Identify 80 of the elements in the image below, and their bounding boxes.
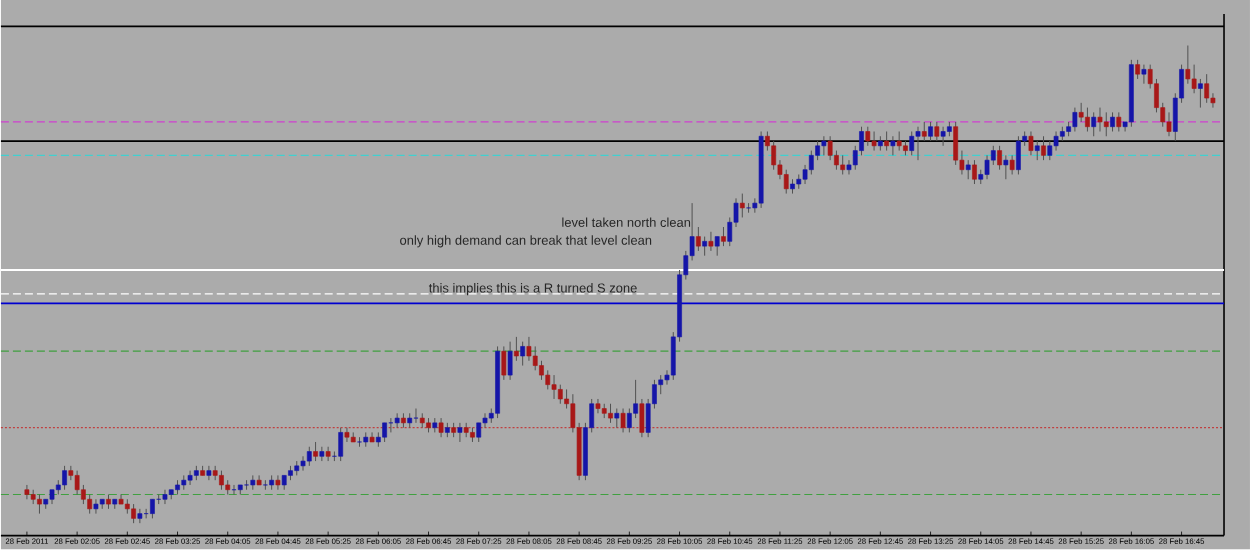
candlestick xyxy=(162,488,168,505)
candlestick xyxy=(1097,106,1103,132)
candlestick xyxy=(1141,63,1147,84)
candlestick xyxy=(1091,111,1097,137)
candlestick xyxy=(614,407,620,428)
candlestick xyxy=(206,465,212,481)
candlestick xyxy=(909,130,915,156)
candlestick xyxy=(457,422,463,443)
candlestick xyxy=(1028,130,1034,156)
candlestick xyxy=(896,130,902,151)
candlestick xyxy=(551,374,557,400)
candlestick xyxy=(865,125,871,147)
candlestick xyxy=(93,498,99,514)
candlestick xyxy=(256,474,262,486)
candlestick xyxy=(187,469,193,486)
candlestick xyxy=(1009,154,1015,175)
candlestick xyxy=(708,231,714,252)
candlestick xyxy=(87,493,93,514)
candlestick xyxy=(1034,140,1040,161)
candlestick xyxy=(62,465,67,490)
candlestick xyxy=(150,498,155,519)
candlestick xyxy=(24,484,30,500)
candlestick xyxy=(131,503,136,524)
candlestick xyxy=(300,455,306,471)
candlestick xyxy=(1135,59,1141,80)
candlestick xyxy=(934,121,940,142)
candlestick xyxy=(137,508,143,524)
candlestick xyxy=(1078,102,1084,123)
candlestick xyxy=(514,336,519,361)
candlestick xyxy=(915,125,921,161)
candlestick xyxy=(871,130,877,151)
candlestick xyxy=(388,417,394,433)
candlestick xyxy=(702,235,708,256)
candlestick xyxy=(1110,111,1115,132)
candlestick xyxy=(1072,106,1078,132)
candlestick xyxy=(306,445,312,467)
candlestick xyxy=(1016,135,1021,175)
candlestick xyxy=(1103,111,1109,137)
candlestick xyxy=(344,426,350,443)
candlestick xyxy=(940,125,946,147)
candlestick xyxy=(1204,73,1210,104)
candlestick xyxy=(1116,111,1122,132)
candlestick xyxy=(721,226,726,247)
candlestick xyxy=(338,426,344,462)
candlestick xyxy=(620,407,626,433)
candlestick xyxy=(520,340,526,366)
candlestick xyxy=(369,431,375,443)
candlestick xyxy=(1085,106,1090,132)
candlestick xyxy=(1041,135,1046,161)
candlestick xyxy=(965,159,971,180)
candlestick xyxy=(739,192,745,218)
candlestick xyxy=(783,168,789,194)
candlestick xyxy=(821,135,827,156)
candlestick xyxy=(714,235,720,256)
candlestick xyxy=(840,154,846,175)
candlestick xyxy=(984,154,990,180)
candlestick xyxy=(382,422,387,443)
candlestick xyxy=(438,417,444,438)
candlestick xyxy=(608,402,613,424)
candlestick xyxy=(557,383,563,404)
candlestick xyxy=(413,407,419,424)
candlestick xyxy=(37,493,42,514)
candlestick xyxy=(219,469,224,490)
candlestick xyxy=(319,445,325,462)
candlestick xyxy=(1166,111,1172,137)
candlestick xyxy=(928,121,933,142)
candlestick xyxy=(953,121,959,166)
candlestick xyxy=(1198,78,1203,108)
candlestick xyxy=(890,135,896,156)
candlestick xyxy=(972,159,977,185)
candlestick xyxy=(313,441,318,462)
candlestick xyxy=(1003,154,1009,180)
candlestick xyxy=(275,474,281,490)
candlestick xyxy=(325,445,331,462)
candlestick xyxy=(884,130,889,151)
candlestick xyxy=(501,345,507,381)
candlestick xyxy=(921,121,927,142)
candlestick xyxy=(595,398,601,414)
candlestick xyxy=(696,226,701,252)
candlestick xyxy=(507,340,513,381)
